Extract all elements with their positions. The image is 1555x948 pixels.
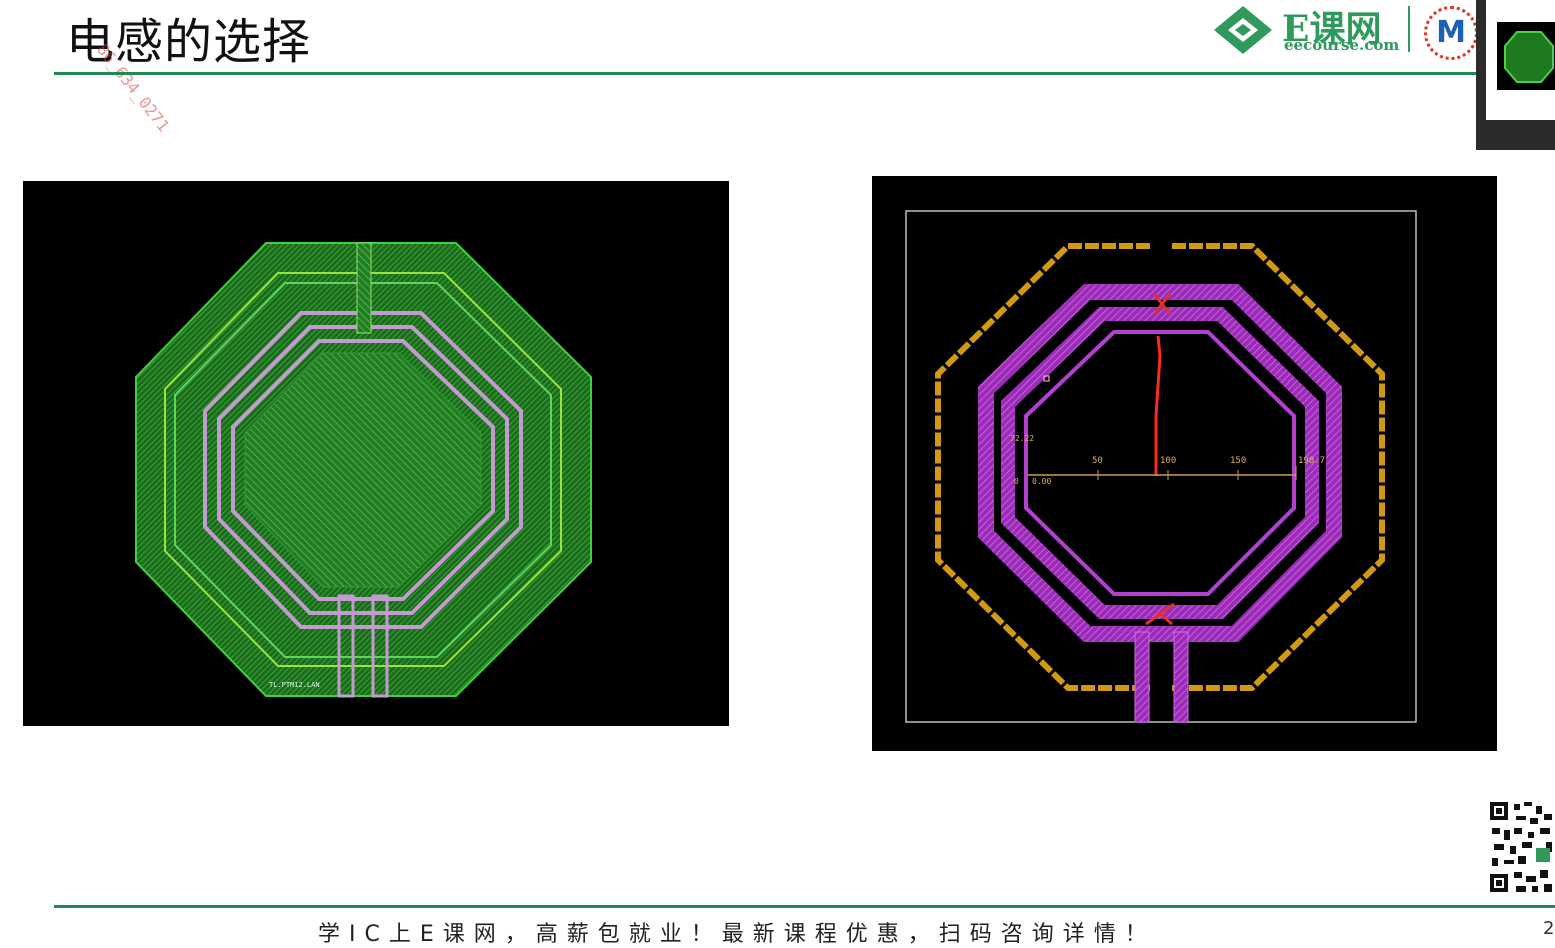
page-number: 2: [1543, 918, 1555, 939]
video-thumbnail[interactable]: [1476, 0, 1555, 150]
ruler-tick-100: 100: [1160, 456, 1176, 466]
thumbnail-image: [1497, 22, 1555, 90]
ruler-tick-end: 198.7: [1298, 456, 1325, 466]
octagonal-inductor-with-ruler-icon: 50 100 150 198.7 72.22 0 0.00: [905, 210, 1417, 723]
footer-slogan: 学IC上E课网，高薪包就业！最新课程优惠，扫码咨询详情！: [318, 922, 1156, 947]
slide-title: 电感的选择: [66, 14, 312, 70]
brand-site: eecourse.com: [1284, 36, 1400, 54]
brand-logo: E课网 eecourse.com M: [1208, 0, 1478, 66]
qr-code-icon: [1490, 802, 1552, 892]
brand-name: E课网: [1282, 8, 1382, 50]
layout-label: TL.PTM12.LAN: [269, 681, 320, 689]
header-divider: [54, 72, 1476, 75]
marker-square: [1043, 375, 1050, 382]
ruler-tick-50: 50: [1092, 456, 1103, 466]
logo-separator: [1408, 6, 1410, 52]
octagonal-spiral-inductor-layout-icon: TL.PTM12.LAN: [135, 242, 592, 698]
ruler-readout-offset: 0.00: [1032, 477, 1051, 486]
left-layout-figure: TL.PTM12.LAN: [23, 181, 729, 726]
right-layout-figure: 50 100 150 198.7 72.22 0 0.00: [872, 176, 1497, 751]
m-badge-icon: M: [1424, 6, 1478, 60]
ruler-readout-zero: 0: [1014, 477, 1019, 486]
mini-inductor-icon: [1504, 31, 1554, 83]
qr-code: [1488, 800, 1555, 895]
diamond-logo-icon: [1214, 6, 1272, 54]
ruler-readout-top: 72.22: [1010, 434, 1034, 443]
ruler-tick-150: 150: [1230, 456, 1246, 466]
footer-divider: [54, 905, 1555, 908]
